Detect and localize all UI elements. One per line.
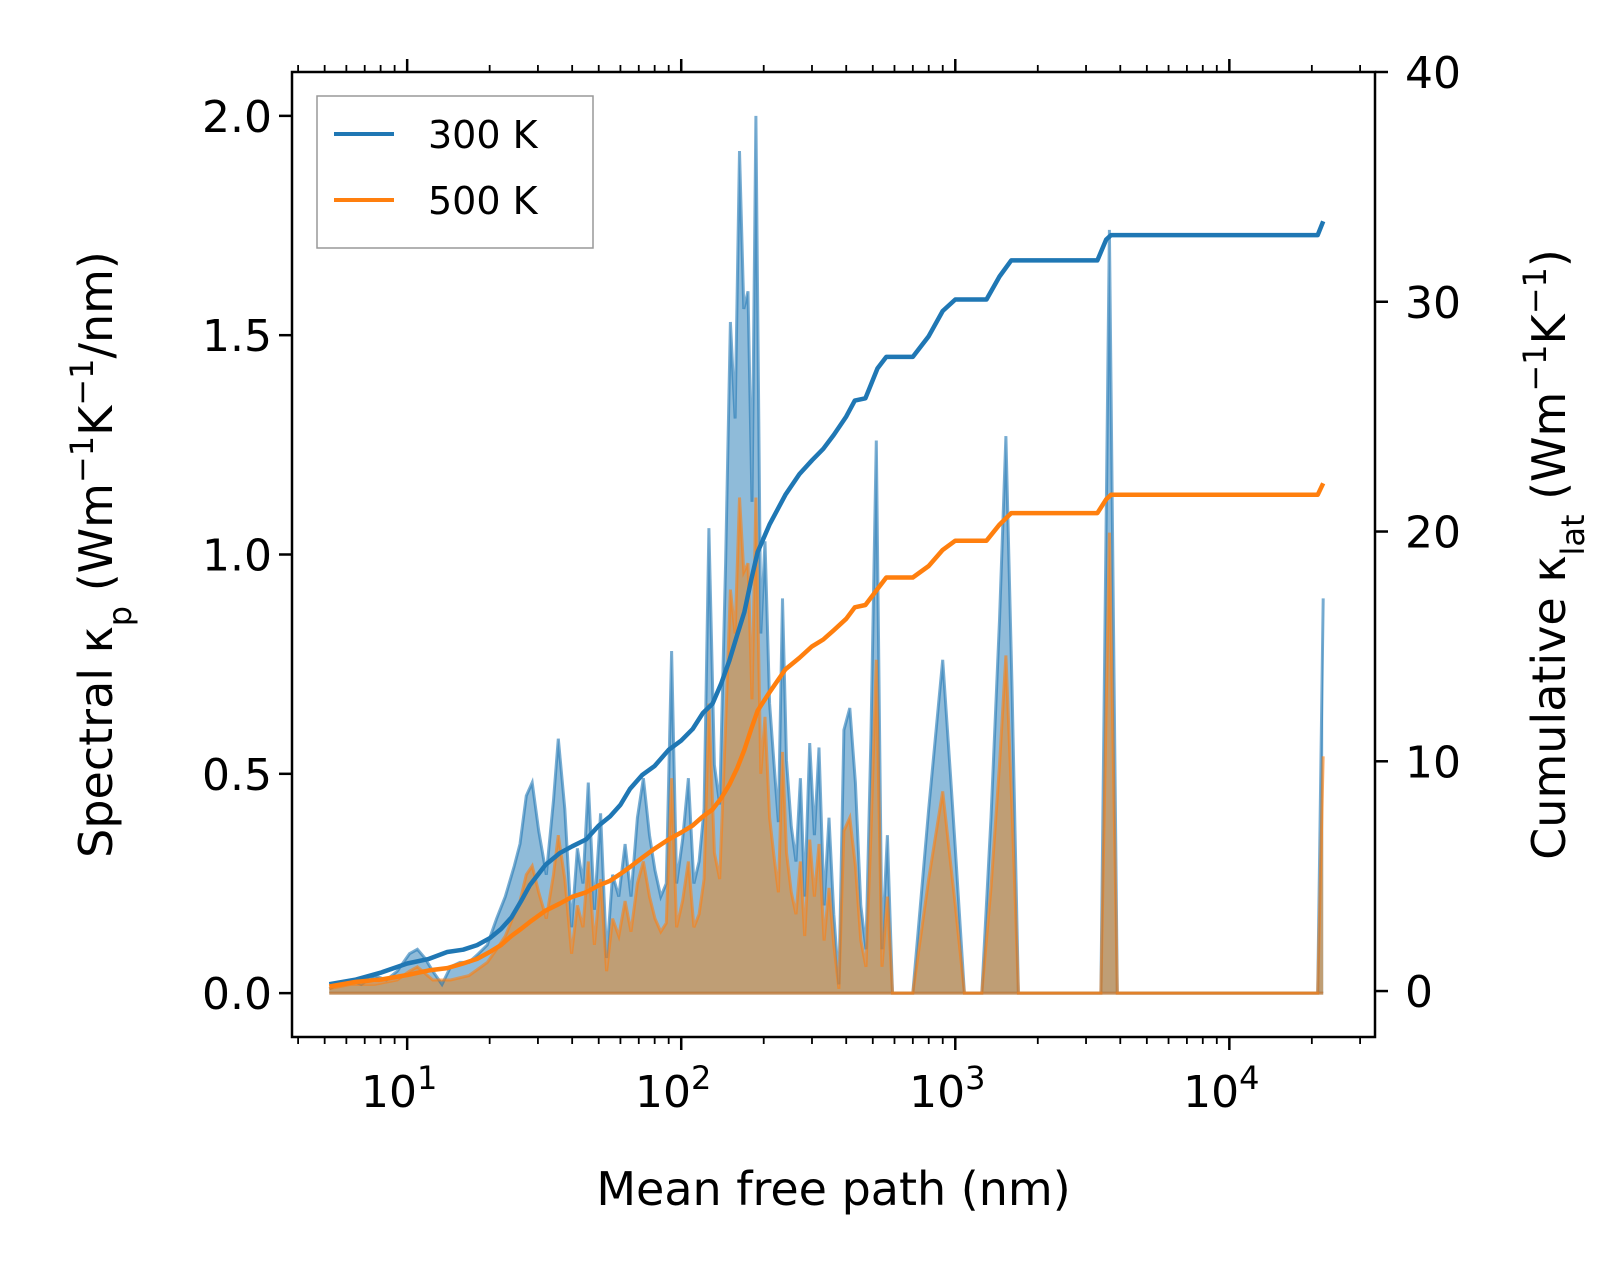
y2-axis-title-unit-mid: K bbox=[1522, 312, 1576, 344]
legend-box bbox=[316, 95, 594, 249]
y-axis-title-sub: p bbox=[101, 606, 139, 626]
y2-tick-label: 0 bbox=[1405, 967, 1433, 1018]
y2-axis-title-prefix: Cumulative κ bbox=[1522, 556, 1576, 860]
cumulative-line-500k bbox=[328, 482, 1326, 989]
y2-axis-title-sup2: −1 bbox=[1516, 267, 1554, 314]
y-axis-title-unit-mid: K bbox=[69, 404, 123, 436]
y2-axis-title-sup1: −1 bbox=[1516, 344, 1554, 391]
x-tick-label: 103 bbox=[909, 1059, 985, 1118]
cumulative-line-300k bbox=[328, 220, 1326, 987]
y-axis-title-sup1: −1 bbox=[63, 436, 101, 483]
x-tick-label: 101 bbox=[361, 1059, 437, 1118]
x-tick-label: 102 bbox=[635, 1059, 711, 1118]
y2-axis-title-unit-close: ) bbox=[1522, 249, 1576, 267]
y-tick-label: 1.0 bbox=[202, 531, 272, 582]
y2-axis-title-unit-open: (Wm bbox=[1522, 392, 1576, 515]
x-axis-title: Mean free path (nm) bbox=[596, 1162, 1070, 1216]
y2-tick-label: 40 bbox=[1405, 48, 1461, 99]
y2-tick-label: 30 bbox=[1405, 278, 1461, 329]
x-tick-label: 104 bbox=[1183, 1059, 1259, 1118]
y-axis-title-prefix: Spectral κ bbox=[69, 626, 123, 858]
y-axis-title-unit-close: /nm) bbox=[69, 251, 123, 358]
legend: 300 K 500 K bbox=[316, 95, 594, 249]
y-axis-title-sup2: −1 bbox=[63, 359, 101, 406]
y2-axis-title: Cumulative κlat (Wm−1K−1) bbox=[1516, 249, 1592, 860]
y2-tick-label: 20 bbox=[1405, 508, 1461, 559]
legend-label-500k: 500 K bbox=[428, 179, 539, 223]
plot-area bbox=[328, 115, 1326, 995]
y-tick-label: 0.5 bbox=[202, 750, 272, 801]
tick-labels: 101 102 103 104 0.0 0.5 1.0 1.5 2.0 0 10 20 30 40 bbox=[202, 48, 1461, 1118]
axis-ticks bbox=[279, 59, 1388, 1050]
y-axis-title-unit-open: (Wm bbox=[69, 483, 123, 606]
y-tick-label: 2.0 bbox=[202, 92, 272, 143]
cumulative-lines bbox=[328, 220, 1326, 989]
legend-label-300k: 300 K bbox=[428, 113, 539, 157]
y2-tick-label: 10 bbox=[1405, 737, 1461, 788]
y-tick-label: 0.0 bbox=[202, 969, 272, 1020]
y-axis-title: Spectral κp (Wm−1K−1/nm) bbox=[63, 251, 139, 858]
y-tick-label: 1.5 bbox=[202, 311, 272, 362]
spectral-line-500k bbox=[328, 497, 1325, 995]
spectral-lines bbox=[328, 115, 1325, 995]
y2-axis-title-sub: lat bbox=[1554, 515, 1592, 556]
